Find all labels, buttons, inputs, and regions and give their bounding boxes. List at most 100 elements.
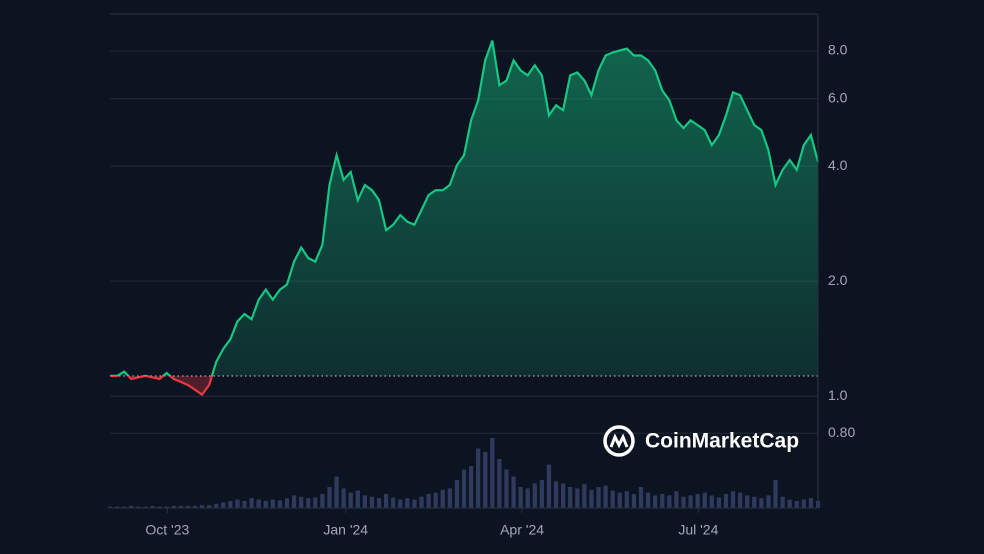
volume-bar — [624, 491, 629, 508]
volume-bar — [638, 487, 644, 508]
volume-bar — [348, 492, 353, 508]
volume-bar — [412, 499, 417, 508]
volume-bar — [313, 497, 318, 508]
volume-bar — [355, 490, 360, 508]
price-area-down — [110, 375, 818, 395]
x-tick-label: Jan '24 — [323, 522, 368, 538]
y-tick-label: 0.80 — [828, 424, 855, 440]
volume-bar — [603, 485, 608, 508]
volume-bar — [801, 499, 806, 508]
volume-bar — [525, 488, 530, 508]
plot: 0.80 1.0 2.0 4.0 6.0 8.0 Oct '23 Jan '24 Apr '24… — [107, 40, 855, 538]
volume-bar — [461, 469, 467, 508]
volume-bar — [334, 476, 339, 508]
volume-bar — [398, 499, 403, 508]
volume-bar — [681, 496, 686, 508]
volume-bar — [560, 483, 566, 508]
volume-bar — [702, 492, 707, 508]
volume-bar — [405, 498, 410, 508]
volume-bar — [277, 500, 283, 508]
volume-bar — [688, 495, 693, 508]
volume-bar — [192, 505, 198, 508]
volume-bar — [737, 492, 743, 508]
volume-bar — [773, 480, 778, 508]
volume-bar — [653, 495, 658, 508]
volume-bar — [270, 499, 275, 508]
volume-bar — [695, 494, 700, 508]
volume-bar — [383, 494, 389, 508]
volume-bar — [532, 483, 537, 508]
volume-bar — [214, 503, 219, 508]
price-area — [110, 40, 818, 376]
volume-bar — [306, 498, 311, 508]
volume-bar — [178, 505, 183, 508]
volume-bar — [419, 496, 424, 508]
volume-bar — [752, 496, 757, 508]
volume-bar — [553, 481, 559, 508]
volume-bar — [617, 492, 622, 508]
volume-bar — [759, 498, 764, 508]
watermark-text: CoinMarketCap — [645, 430, 799, 453]
price-line — [110, 40, 820, 376]
volume-bar — [256, 499, 261, 508]
volume-bar — [518, 487, 523, 508]
y-tick-label: 6.0 — [828, 89, 848, 105]
volume-bar — [511, 476, 516, 508]
volume-bar — [263, 501, 268, 508]
volume-bar — [341, 488, 346, 508]
volume-bar — [490, 438, 495, 508]
volume-bar — [440, 489, 445, 508]
volume-bar — [235, 499, 240, 508]
x-tick-label: Apr '24 — [500, 522, 544, 538]
volume-bar — [667, 495, 672, 508]
volume-bar — [582, 484, 587, 508]
volume-bar — [447, 488, 452, 508]
volume-bar — [546, 464, 552, 508]
volume-bar — [745, 495, 750, 508]
volume-bar — [483, 452, 488, 508]
volume-bar — [206, 505, 212, 508]
volume-bar — [454, 480, 460, 508]
watermark: CoinMarketCap — [603, 425, 799, 457]
logo — [603, 425, 635, 457]
volume-bar — [150, 505, 155, 508]
x-tick-label: Oct '23 — [145, 522, 189, 538]
volume-bar — [596, 487, 601, 508]
volume-bar — [575, 488, 580, 508]
volume-bar — [362, 495, 368, 508]
volume-bar — [794, 501, 799, 508]
y-tick-label: 2.0 — [828, 272, 848, 288]
volume-bar — [228, 501, 233, 508]
volume-bar — [660, 494, 665, 508]
volume-bar — [164, 506, 169, 508]
volume-bar — [143, 506, 148, 508]
volume-bar — [327, 487, 332, 508]
volume-bar — [504, 469, 509, 508]
volume-bar — [497, 459, 502, 508]
volume-bar — [185, 505, 191, 508]
volume-bar — [171, 505, 176, 508]
volume-bar — [129, 505, 134, 508]
volume-bar — [468, 466, 474, 508]
volume-bar — [730, 491, 736, 508]
y-tick-label: 8.0 — [828, 42, 848, 58]
volume-bar — [291, 495, 297, 508]
volume-bar — [376, 498, 382, 508]
volume-bar — [199, 505, 205, 508]
volume-bar — [320, 494, 325, 508]
volume-bar — [114, 506, 120, 508]
volume-bar — [157, 506, 162, 508]
volume-bar — [369, 496, 375, 508]
volume-bar — [780, 496, 785, 508]
volume-bar — [645, 492, 651, 508]
volume-bar — [299, 496, 304, 508]
volume-bar — [284, 498, 290, 508]
volume-bar — [723, 494, 729, 508]
volume-bar — [568, 487, 573, 508]
volume-bar — [787, 499, 792, 508]
volume-bar — [426, 494, 431, 508]
volume-bar — [709, 495, 714, 508]
volume-bar — [249, 498, 254, 508]
